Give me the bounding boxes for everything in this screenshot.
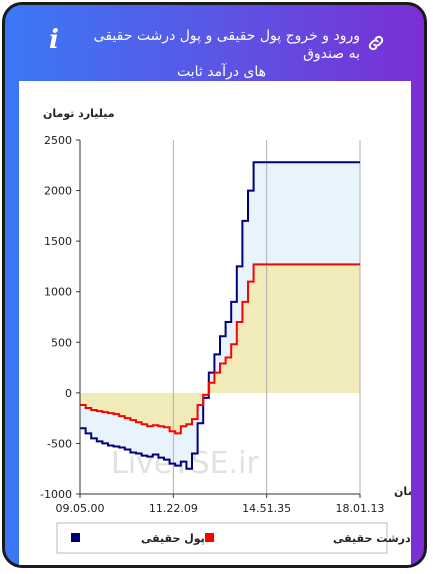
x-tick-label: 09.05.00 xyxy=(56,502,105,515)
legend-swatch-0 xyxy=(71,533,80,542)
legend-swatch-1 xyxy=(205,533,214,542)
card-header: i ورود و خروج پول حقیقی و پول درشت حقیقی… xyxy=(5,5,424,81)
x-tick-label: 18.01.13 xyxy=(336,502,385,515)
y-axis-label: میلیارد تومان xyxy=(43,107,115,120)
chart-title: ورود و خروج پول حقیقی و پول درشت حقیقی ب… xyxy=(83,27,360,81)
info-icon[interactable]: i xyxy=(49,25,59,55)
y-tick-label: -500 xyxy=(47,437,72,450)
x-tick-label: 14.51.35 xyxy=(242,502,291,515)
y-tick-label: 1500 xyxy=(44,235,72,248)
x-tick-label: 11.22.09 xyxy=(149,502,198,515)
y-tick-label: -1000 xyxy=(40,488,72,501)
chart-svg: میلیارد تومان زمان LiveTSE.ir 2500200015… xyxy=(40,107,424,554)
chart-title-line1: ورود و خروج پول حقیقی و پول درشت حقیقی ب… xyxy=(93,28,360,62)
legend-label-1: پول درشت حقیقی xyxy=(333,532,411,545)
y-tick-label: 2500 xyxy=(44,134,72,147)
y-tick-label: 500 xyxy=(51,336,72,349)
series-line-0 xyxy=(80,161,360,470)
y-tick-label: 1000 xyxy=(44,286,72,299)
chart-card: i ورود و خروج پول حقیقی و پول درشت حقیقی… xyxy=(2,2,427,568)
y-tick-label: 0 xyxy=(65,387,72,400)
x-axis-label: زمان xyxy=(394,485,411,498)
link-icon[interactable] xyxy=(366,33,386,53)
chart-panel: میلیارد تومان زمان LiveTSE.ir 2500200015… xyxy=(19,81,424,565)
chart-title-line2: های درآمد ثابت xyxy=(176,64,267,80)
legend-box xyxy=(56,522,388,554)
legend-label-0: پول حقیقی xyxy=(141,532,205,545)
series-line-1 xyxy=(80,263,360,435)
y-tick-label: 2000 xyxy=(44,185,72,198)
legend: پول حقیقی پول درشت حقیقی xyxy=(56,522,424,554)
series-area-1 xyxy=(80,264,360,434)
